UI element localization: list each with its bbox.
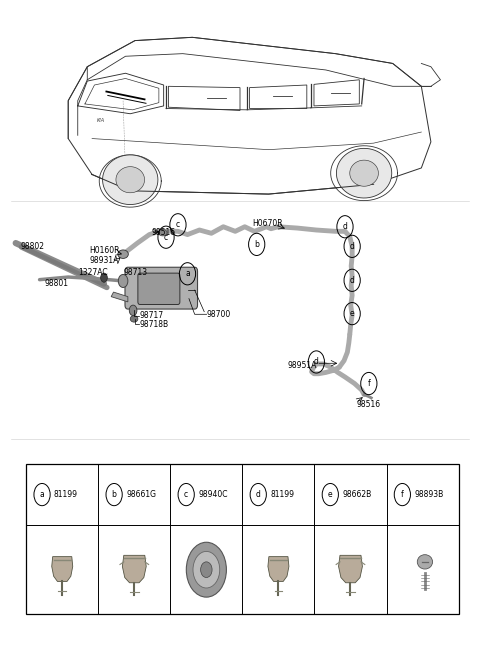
FancyBboxPatch shape xyxy=(125,267,198,309)
Text: 98713: 98713 xyxy=(123,268,147,277)
Bar xyxy=(26,464,458,614)
Circle shape xyxy=(201,562,212,577)
Text: b: b xyxy=(112,490,117,499)
Text: d: d xyxy=(343,222,348,232)
Text: 98802: 98802 xyxy=(21,242,45,251)
Polygon shape xyxy=(336,148,392,198)
Text: 98700: 98700 xyxy=(206,310,231,319)
Text: 98931A: 98931A xyxy=(90,256,119,265)
Text: 98801: 98801 xyxy=(44,279,68,288)
Text: 98940C: 98940C xyxy=(198,490,228,499)
Polygon shape xyxy=(52,557,73,581)
Ellipse shape xyxy=(158,230,167,236)
Polygon shape xyxy=(350,160,378,186)
Text: c: c xyxy=(164,233,168,241)
Text: c: c xyxy=(184,490,188,499)
Polygon shape xyxy=(122,556,146,583)
Text: 98893B: 98893B xyxy=(414,490,444,499)
Circle shape xyxy=(118,274,128,287)
Text: H0670R: H0670R xyxy=(252,219,283,228)
Text: d: d xyxy=(256,490,261,499)
Text: d: d xyxy=(350,242,355,251)
Text: c: c xyxy=(176,220,180,230)
Text: 98718B: 98718B xyxy=(140,319,169,329)
Polygon shape xyxy=(103,155,158,205)
Text: e: e xyxy=(328,490,333,499)
Text: e: e xyxy=(350,309,354,318)
Circle shape xyxy=(193,552,220,588)
Text: 98516: 98516 xyxy=(152,228,176,237)
Polygon shape xyxy=(116,167,144,193)
Text: 98661G: 98661G xyxy=(126,490,156,499)
Polygon shape xyxy=(111,292,128,302)
Text: 98951A: 98951A xyxy=(288,361,317,370)
FancyBboxPatch shape xyxy=(138,273,180,304)
Circle shape xyxy=(101,273,108,282)
Polygon shape xyxy=(338,556,362,583)
Text: 81199: 81199 xyxy=(54,490,78,499)
Ellipse shape xyxy=(118,250,128,258)
Text: H0160R: H0160R xyxy=(90,247,120,255)
Text: f: f xyxy=(401,490,404,499)
Text: 81199: 81199 xyxy=(270,490,294,499)
Text: KIA: KIA xyxy=(97,118,105,123)
Text: b: b xyxy=(254,240,259,249)
Text: d: d xyxy=(350,276,355,285)
Circle shape xyxy=(129,305,137,316)
Text: 98717: 98717 xyxy=(140,311,164,320)
Text: a: a xyxy=(40,490,45,499)
Text: 98516: 98516 xyxy=(357,400,381,409)
Ellipse shape xyxy=(417,555,432,569)
Text: 98662B: 98662B xyxy=(342,490,372,499)
Text: d: d xyxy=(314,358,319,367)
Text: 1327AC: 1327AC xyxy=(78,268,108,277)
Circle shape xyxy=(186,543,227,597)
Text: a: a xyxy=(185,269,190,278)
Text: f: f xyxy=(368,379,370,388)
Polygon shape xyxy=(268,557,289,581)
Ellipse shape xyxy=(130,316,138,322)
